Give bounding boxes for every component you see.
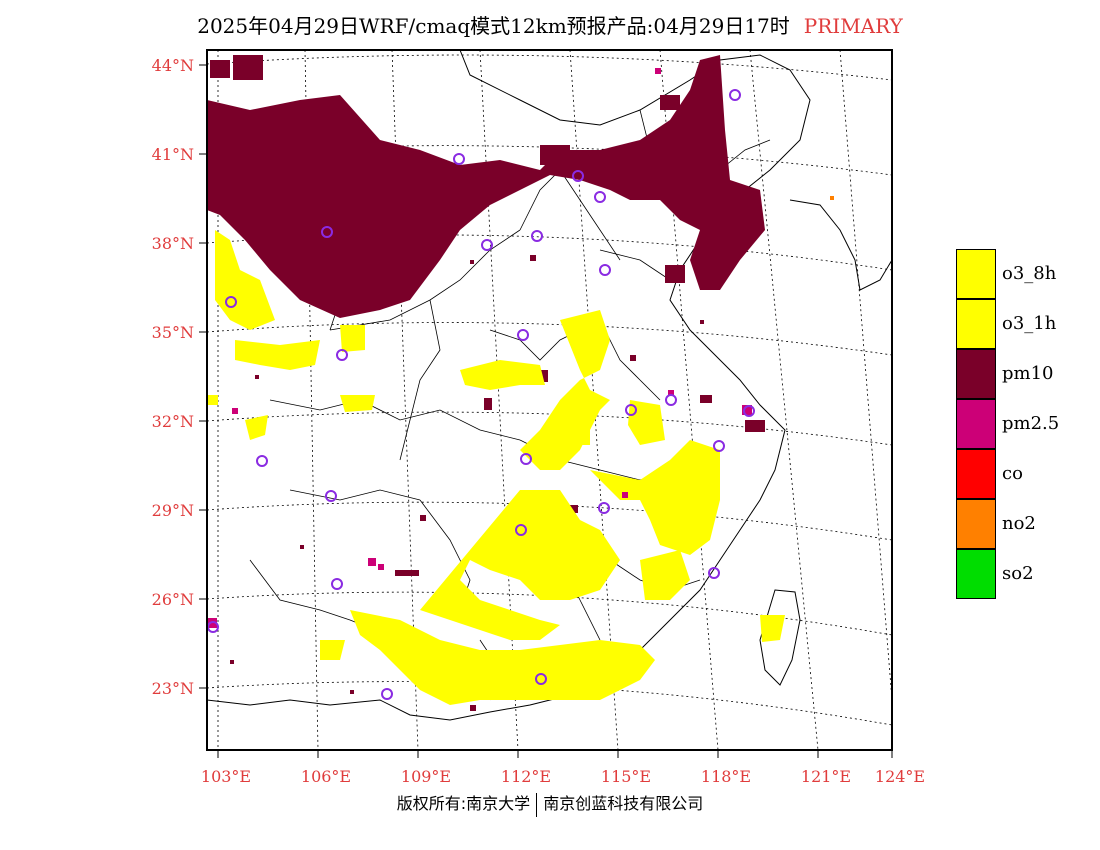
lat-label: 41°N (152, 145, 194, 164)
legend-label: o3_8h (1002, 263, 1057, 284)
lat-label: 38°N (152, 234, 194, 253)
legend-swatch (956, 399, 996, 449)
lat-label: 26°N (152, 590, 194, 609)
legend-swatch (956, 299, 996, 349)
copyright-right: 南京创蓝科技有限公司 (543, 794, 704, 813)
legend-label: no2 (1002, 513, 1036, 534)
lat-labels: 44°N 41°N 38°N 35°N 32°N 29°N 26°N 23°N (152, 56, 194, 698)
lon-label: 109°E (401, 767, 451, 786)
title-text: 2025年04月29日WRF/cmaq模式12km预报产品:04月29日17时 (197, 14, 790, 38)
lat-label: 23°N (152, 679, 194, 698)
map-frame (206, 49, 893, 751)
lon-label: 112°E (501, 767, 551, 786)
peninsula-outline (789, 199, 892, 291)
primary-tag: PRIMARY (803, 14, 903, 38)
lon-label: 124°E (875, 767, 925, 786)
legend-label: co (1002, 463, 1023, 484)
pm10-region (207, 55, 765, 318)
lat-label: 32°N (152, 412, 194, 431)
footer-divider (536, 792, 538, 817)
legend-swatch (956, 499, 996, 549)
legend-label: pm10 (1002, 363, 1054, 384)
legend-label: o3_1h (1002, 313, 1057, 334)
map-title: 2025年04月29日WRF/cmaq模式12km预报产品:04月29日17时 P… (0, 10, 1100, 39)
copyright-left: 版权所有:南京大学 (396, 794, 531, 813)
lat-label: 29°N (152, 501, 194, 520)
no2-speck (830, 196, 834, 200)
copyright-footer: 版权所有:南京大学 南京创蓝科技有限公司 (0, 790, 1100, 817)
lon-label: 106°E (301, 767, 351, 786)
legend-swatch (956, 249, 996, 299)
lat-label: 35°N (152, 323, 194, 342)
lon-label: 103°E (201, 767, 251, 786)
lon-label: 115°E (601, 767, 651, 786)
o3-region (207, 230, 785, 705)
lat-label: 44°N (152, 56, 194, 75)
lon-labels: 103°E 106°E 109°E 112°E 115°E 118°E 121°… (201, 767, 925, 786)
legend-label: so2 (1002, 563, 1034, 584)
tick-marks (199, 64, 893, 758)
station-markers (207, 89, 755, 700)
lon-label: 121°E (801, 767, 851, 786)
legend-swatch (956, 549, 996, 599)
legend-label: pm2.5 (1002, 413, 1060, 434)
map-content (207, 50, 892, 750)
legend-swatch (956, 349, 996, 399)
lon-label: 118°E (701, 767, 751, 786)
legend-swatch (956, 449, 996, 499)
